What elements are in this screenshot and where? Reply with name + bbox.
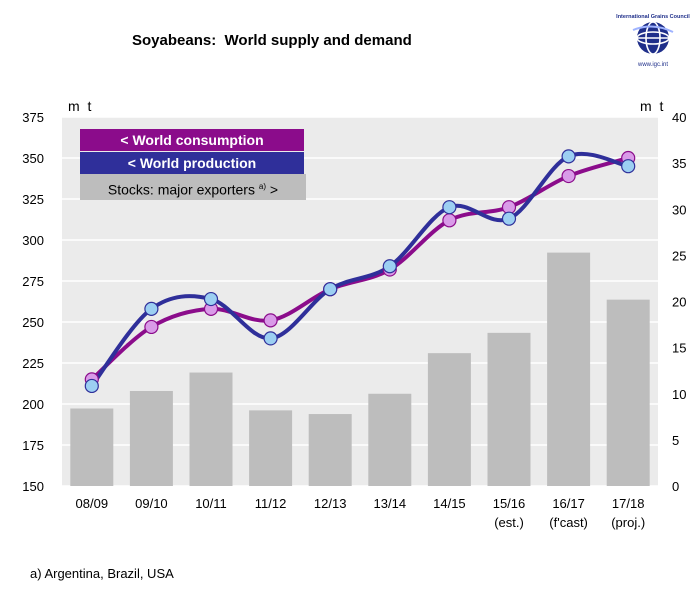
x-axis-tick-label: 14/15: [433, 496, 466, 511]
left-axis-tick-label: 175: [22, 438, 44, 453]
legend-stocks-footnote-mark: a): [258, 182, 266, 191]
logo-org-name: International Grains Council: [616, 14, 690, 20]
consumption-point: [442, 213, 457, 228]
stocks-bar: [368, 393, 412, 486]
left-axis-tick-label: 350: [22, 151, 44, 166]
consumption-point: [263, 313, 278, 328]
stocks-bar: [427, 353, 471, 486]
production-line: [90, 151, 629, 388]
production-point: [382, 259, 397, 274]
globe-icon: [632, 21, 674, 55]
right-axis-tick-label: 25: [672, 248, 686, 263]
production-point: [442, 200, 457, 215]
right-axis-tick-label: 20: [672, 295, 686, 310]
right-axis-unit: m t: [640, 98, 666, 114]
logo-url: www.igc.int: [637, 62, 668, 68]
x-axis-tick-sublabel: (f'cast): [549, 515, 588, 530]
production-point: [84, 378, 99, 394]
x-axis-tick-label: 16/17: [552, 496, 585, 511]
legend-stocks-arrow: >: [269, 181, 279, 198]
production-point: [621, 159, 636, 174]
right-axis-tick-label: 35: [672, 156, 686, 171]
stocks-bar: [487, 332, 531, 486]
x-axis-tick-sublabel: (proj.): [611, 515, 645, 530]
legend-production: < World production: [80, 152, 304, 174]
right-axis-tick-label: 5: [672, 433, 679, 448]
stocks-bar: [70, 408, 114, 486]
legend-consumption: < World consumption: [80, 129, 304, 151]
right-axis-tick-label: 40: [672, 110, 686, 125]
right-axis-tick-label: 0: [672, 479, 679, 494]
left-axis-tick-label: 375: [22, 110, 44, 125]
legend-stocks-label: Stocks: major exporters: [107, 181, 255, 198]
left-axis-tick-label: 250: [22, 315, 44, 330]
left-axis-tick-label: 150: [22, 479, 44, 494]
igc-logo: International Grains Council www.igc.int: [612, 14, 694, 68]
production-point: [263, 331, 278, 346]
x-axis-tick-label: 15/16: [493, 496, 526, 511]
x-axis-tick-label: 11/12: [255, 496, 287, 511]
footnote: a) Argentina, Brazil, USA: [30, 566, 174, 581]
consumption-point: [144, 319, 159, 335]
production-point: [144, 301, 159, 316]
consumption-point: [561, 168, 576, 184]
production-point: [323, 282, 338, 297]
x-axis-tick-label: 12/13: [314, 496, 347, 511]
left-axis-unit: m t: [68, 98, 94, 114]
x-axis-tick-label: 09/10: [135, 496, 168, 511]
stocks-bar: [189, 372, 233, 486]
production-point: [501, 211, 517, 226]
right-axis-tick-label: 10: [672, 387, 686, 402]
stocks-bar: [249, 410, 293, 486]
legend-stocks: Stocks: major exporters a) >: [80, 174, 306, 200]
left-axis-tick-label: 225: [22, 356, 44, 371]
x-axis-tick-label: 10/11: [195, 496, 227, 511]
left-axis-tick-label: 275: [22, 274, 44, 289]
production-point: [561, 149, 576, 164]
x-axis-tick-label: 08/09: [76, 496, 109, 511]
x-axis-tick-label: 13/14: [374, 496, 407, 511]
right-axis-tick-label: 15: [672, 341, 686, 356]
stocks-bar: [547, 252, 591, 486]
production-point: [203, 291, 219, 307]
x-axis-tick-label: 17/18: [612, 496, 645, 511]
left-axis-tick-label: 325: [22, 192, 44, 207]
x-axis-tick-sublabel: (est.): [494, 515, 524, 530]
right-axis-tick-label: 30: [672, 202, 686, 217]
left-axis-tick-label: 300: [22, 233, 44, 248]
chart-title: Soyabeans: World supply and demand: [132, 32, 412, 49]
stocks-bar: [308, 414, 352, 486]
left-axis-tick-label: 200: [22, 397, 44, 412]
stocks-bar: [129, 390, 173, 486]
stocks-bar: [606, 299, 650, 486]
